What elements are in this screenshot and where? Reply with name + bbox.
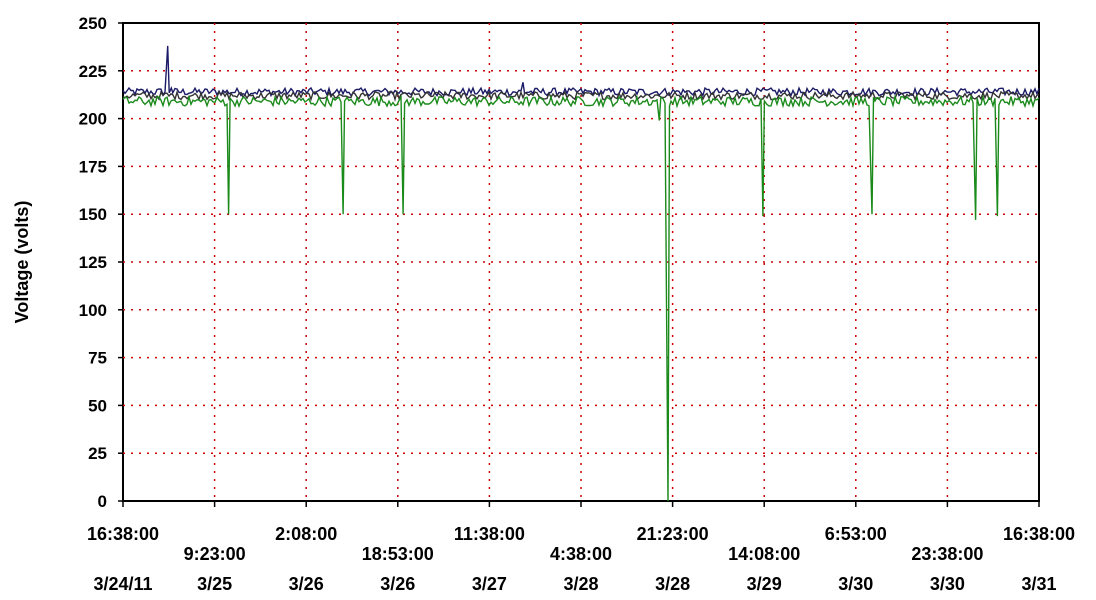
x-tick-date-label: 3/26 [380,574,415,594]
y-tick-label: 100 [79,301,107,320]
x-tick-time-label: 11:38:00 [454,524,525,544]
x-tick-date-label: 3/28 [563,574,598,594]
y-axis-label: Voltage (volts) [12,201,32,324]
x-tick-date-label: 3/25 [197,574,232,594]
series-line [122,94,1040,502]
y-tick-label: 50 [88,396,107,415]
x-tick-time-label: 14:08:00 [728,544,800,564]
y-tick-label: 0 [98,492,107,511]
series-line [122,45,1040,98]
series-group [122,45,1040,502]
y-tick-label: 175 [79,157,107,176]
x-axis-ticks: 16:38:00 3/24/11 9:23:00 3/25 2:08:00 3/26 18:… [87,501,1075,594]
x-tick-date-label: 3/29 [747,574,782,594]
x-tick-date-label: 3/24/11 [93,574,152,594]
x-tick-time-label: 16:38:00 [87,524,159,544]
x-tick-time-label: 18:53:00 [362,544,434,564]
series-line [122,89,1040,102]
x-tick-time-label: 4:38:00 [550,544,612,564]
y-tick-label: 25 [88,444,107,463]
y-tick-label: 250 [79,14,107,33]
x-tick-time-label: 2:08:00 [275,524,337,544]
y-tick-label: 200 [79,110,107,129]
x-tick-date-label: 3/30 [930,574,965,594]
x-tick-time-label: 16:38:00 [1003,524,1075,544]
x-tick-date-label: 3/30 [838,574,873,594]
x-tick-date-label: 3/26 [289,574,324,594]
y-axis-ticks: 0 25 50 75 100 125 150 175 200 225 250 [79,14,123,511]
x-tick-time-label: 21:23:00 [637,524,709,544]
x-tick-time-label: 23:38:00 [911,544,983,564]
x-tick-time-label: 6:53:00 [825,524,887,544]
x-tick-date-label: 3/27 [472,574,507,594]
y-tick-label: 225 [79,62,107,81]
grid [123,23,1039,501]
y-tick-label: 75 [88,349,107,368]
x-tick-time-label: 9:23:00 [184,544,246,564]
x-tick-date-label: 3/31 [1021,574,1056,594]
y-tick-label: 150 [79,205,107,224]
y-tick-label: 125 [79,253,107,272]
x-tick-date-label: 3/28 [655,574,690,594]
